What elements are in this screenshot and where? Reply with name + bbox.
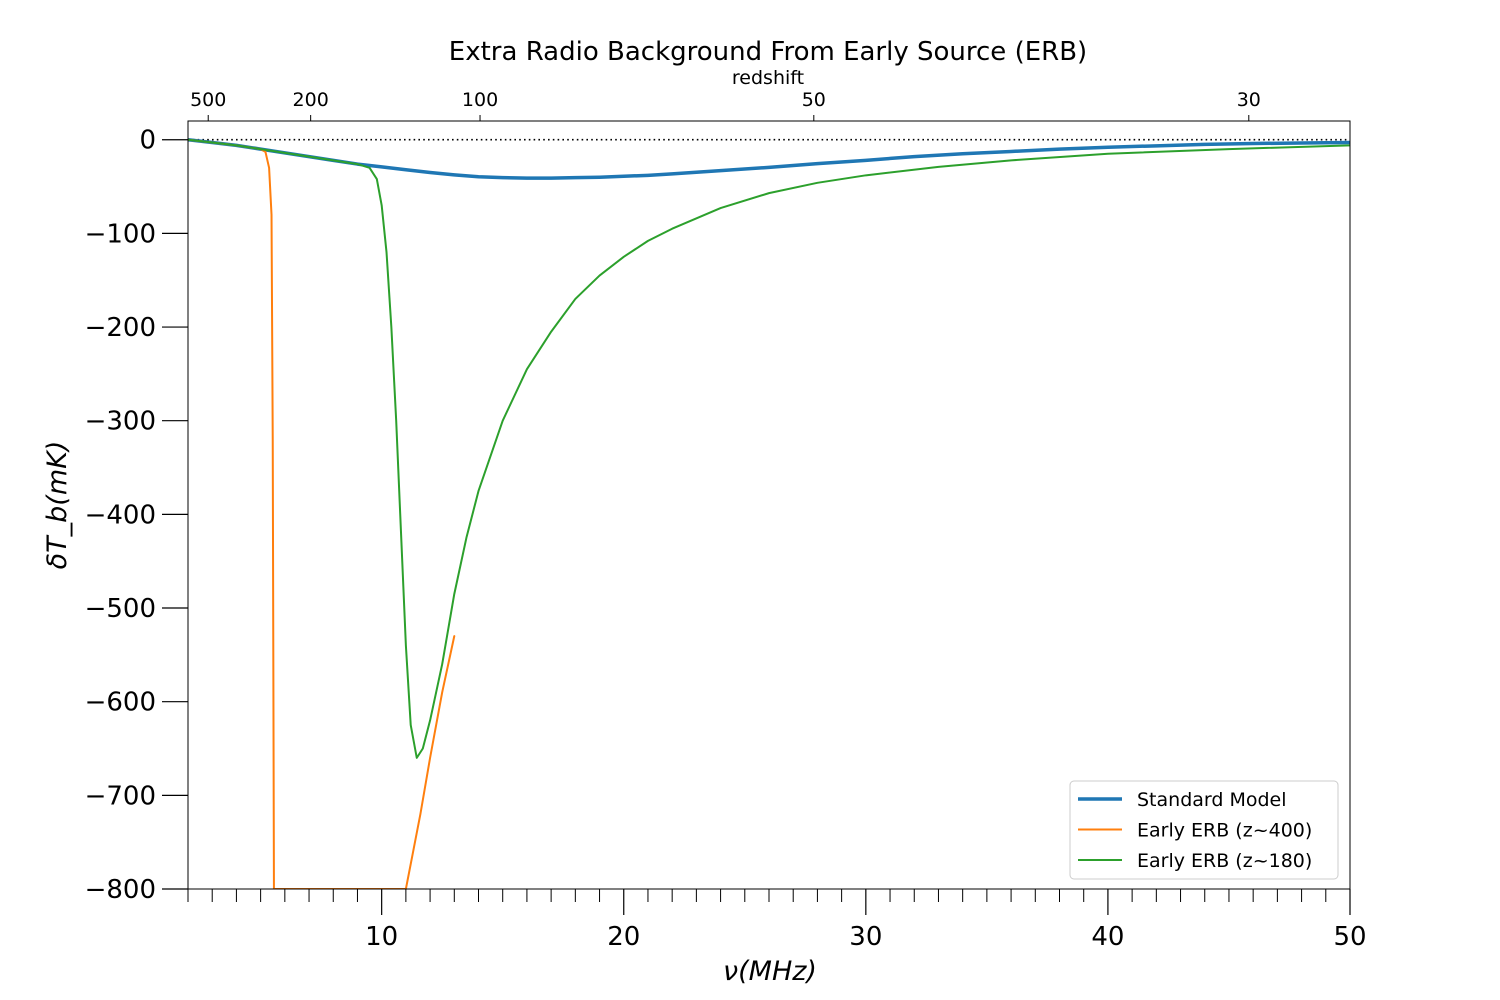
y-tick-label: −500 <box>85 594 156 624</box>
y-tick-label: −600 <box>85 688 156 718</box>
y-axis-label: δT_b(mK) <box>42 441 73 570</box>
top-axis-label: redshift <box>732 67 804 89</box>
top-tick-label: 200 <box>293 89 329 111</box>
series-line-0 <box>188 137 1350 180</box>
legend-label: Standard Model <box>1137 789 1287 811</box>
legend-label: Early ERB (z~180) <box>1137 850 1312 872</box>
top-tick-label: 50 <box>802 89 826 111</box>
x-tick-label: 10 <box>365 922 398 952</box>
y-tick-label: −300 <box>85 407 156 437</box>
plot-frame <box>187 120 1351 890</box>
y-tick-label: −700 <box>85 781 156 811</box>
y-tick-label: 0 <box>139 126 156 156</box>
y-tick-label: −100 <box>85 219 156 249</box>
x-axis-label: ν(MHz) <box>723 956 817 987</box>
chart-title: Extra Radio Background From Early Source… <box>449 37 1087 67</box>
legend-label: Early ERB (z~400) <box>1137 820 1312 842</box>
x-tick-label: 40 <box>1091 922 1124 952</box>
y-tick-label: −400 <box>85 500 156 530</box>
axes: 10 20 30 40 500−100−200−300−400−500−600−700−… <box>85 89 1367 952</box>
x-tick-label: 20 <box>607 922 640 952</box>
top-tick-label: 100 <box>462 89 498 111</box>
y-tick-label: −200 <box>85 313 156 343</box>
x-tick-label: 30 <box>849 922 882 952</box>
series-line-1 <box>188 138 456 889</box>
legend: Standard Model Early ERB (z~400) Early ERB… <box>1069 780 1339 880</box>
x-tick-label: 50 <box>1333 922 1366 952</box>
top-tick-label: 30 <box>1237 89 1261 111</box>
series-line-2 <box>188 138 1350 759</box>
top-tick-label: 500 <box>190 89 226 111</box>
plot-area <box>188 137 1350 889</box>
legend-box <box>1069 780 1339 880</box>
y-tick-label: −800 <box>85 875 156 905</box>
